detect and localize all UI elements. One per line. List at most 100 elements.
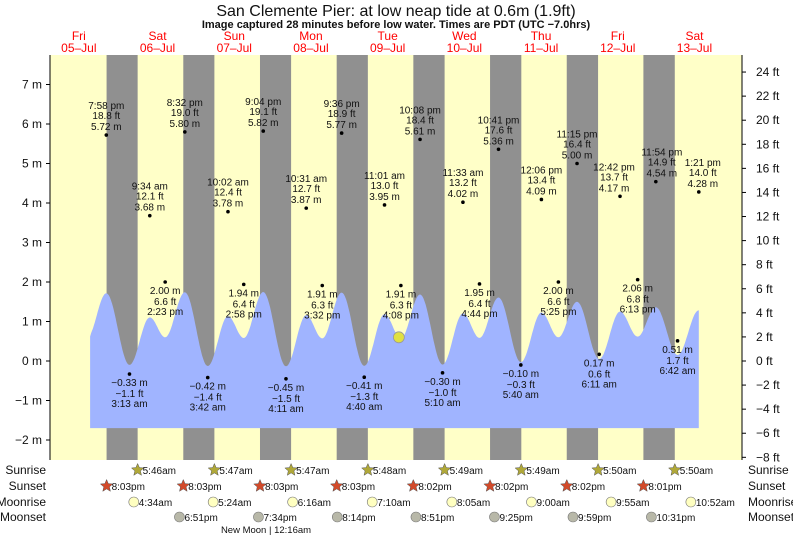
tide-ft-label: 14.9 ft (648, 158, 676, 169)
moonrise-row-label: Moonrise (0, 495, 46, 509)
moonrise-time: 5:24am (218, 498, 251, 509)
tide-m-label: −0.41 m (346, 381, 382, 392)
tide-m-label: 2.00 m (543, 286, 574, 297)
tide-time-label: 3:42 am (190, 403, 226, 414)
tide-time-label: 2:23 pm (147, 307, 183, 318)
tide-ft-label: 6.4 ft (468, 299, 490, 310)
moonrise-time: 7:10am (377, 498, 410, 509)
left-tick-label: 6 m (22, 117, 42, 131)
right-tick-label: −4 ft (756, 402, 780, 416)
high-tide-point (418, 137, 422, 142)
moonrise-icon (207, 496, 219, 508)
tide-time-label: 6:11 am (581, 379, 616, 390)
tide-time-label: 4:08 pm (383, 311, 419, 322)
sunset-icon (99, 478, 114, 492)
high-tide-point (382, 203, 387, 207)
tide-m-label: 3.78 m (213, 199, 244, 210)
moonset-row-label-right: Moonset (748, 510, 793, 524)
sunset-icon (253, 478, 267, 492)
tide-time-label: 10:41 pm (478, 115, 520, 126)
tide-ft-label: 0.6 ft (588, 369, 610, 380)
sunrise-icon (514, 462, 529, 476)
date-label: 11–Jul (524, 41, 558, 55)
tide-m-label: −0.10 m (503, 369, 539, 380)
sunrise-row-label-right: Sunrise (748, 463, 789, 477)
tide-ft-label: 13.4 ft (527, 175, 555, 186)
tide-time-label: 10:02 am (207, 178, 249, 189)
moonset-icon (489, 511, 500, 523)
left-tick-label: 1 m (22, 315, 42, 329)
chart-title: San Clemente Pier: at low neap tide at 0… (216, 3, 575, 20)
right-tick-label: 0 ft (756, 354, 773, 368)
left-tick-label: 5 m (22, 157, 42, 171)
tide-time-label: 4:11 am (268, 404, 303, 415)
tide-ft-label: 19.1 ft (249, 107, 277, 118)
right-tick-label: 8 ft (756, 258, 773, 272)
tide-ft-label: −0.3 ft (507, 380, 535, 391)
tide-ft-label: 13.7 ft (600, 172, 628, 183)
day-of-week-label: Wed (452, 29, 476, 43)
moonrise-icon (526, 496, 537, 508)
tide-m-label: −0.42 m (190, 382, 226, 393)
moonset-time: 7:34pm (263, 513, 296, 524)
tide-m-label: 3.95 m (369, 192, 400, 203)
tide-m-label: 1.91 m (307, 290, 338, 301)
right-tick-label: 6 ft (756, 282, 773, 296)
tide-ft-label: 18.8 ft (92, 111, 120, 122)
right-tick-label: 14 ft (756, 185, 780, 199)
high-tide-point (461, 200, 465, 205)
sunset-row-label-right: Sunset (748, 479, 786, 493)
moonset-icon (410, 511, 422, 523)
high-tide-point (261, 129, 266, 133)
sunrise-time: 5:50am (680, 466, 713, 477)
sunset-icon (636, 478, 651, 492)
tide-time-label: 3:32 pm (304, 311, 340, 322)
tide-m-label: 5.36 m (483, 136, 514, 147)
tide-time-label: 4:44 pm (461, 309, 497, 320)
sunrise-time: 5:50am (603, 466, 636, 477)
day-of-week-label: Fri (611, 29, 625, 43)
sunrise-icon (284, 462, 298, 476)
tide-m-label: −0.45 m (268, 383, 304, 394)
moonset-icon (331, 511, 343, 523)
tide-m-label: 5.72 m (91, 122, 122, 133)
sunset-time: 8:01pm (648, 482, 681, 493)
moonrise-time: 10:52am (696, 498, 735, 509)
sunset-time: 8:02pm (572, 482, 605, 493)
sunset-icon (406, 478, 421, 492)
tide-time-label: 9:36 pm (324, 99, 360, 110)
right-tick-label: 4 ft (756, 306, 773, 320)
tide-time-label: 5:25 pm (540, 307, 576, 318)
tide-time-label: 1:21 pm (685, 158, 721, 169)
moonset-time: 8:51pm (421, 513, 454, 524)
date-label: 05–Jul (61, 41, 96, 55)
high-tide-point (575, 161, 579, 166)
tide-ft-label: 6.3 ft (390, 301, 412, 312)
tide-m-label: 2.00 m (150, 286, 181, 297)
tide-ft-label: 12.4 ft (214, 188, 242, 199)
tide-ft-label: 6.8 ft (627, 295, 649, 306)
sunset-icon (329, 478, 344, 492)
low-tide-point (284, 376, 288, 381)
left-tick-label: 3 m (22, 236, 42, 250)
moonset-row-label: Moonset (0, 510, 47, 524)
moonset-time: 10:31pm (656, 513, 695, 524)
tide-ft-label: 6.6 ft (547, 297, 569, 308)
tide-ft-label: 18.9 ft (328, 109, 356, 120)
right-tick-label: 20 ft (756, 113, 780, 127)
sunset-row-label: Sunset (9, 479, 47, 493)
tide-m-label: 4.17 m (599, 183, 630, 194)
moon-phase-label: New Moon | 12:16am (221, 525, 311, 536)
day-of-week-label: Sat (685, 29, 704, 43)
moonset-icon (253, 511, 264, 523)
moonrise-row-label-right: Moonrise (748, 495, 793, 509)
low-tide-point (635, 277, 640, 282)
tide-ft-label: 14.0 ft (689, 168, 717, 179)
sunrise-row-label: Sunrise (5, 463, 46, 477)
moonrise-icon (446, 496, 458, 508)
left-tick-label: 7 m (22, 78, 42, 92)
tide-m-label: 1.94 m (228, 288, 259, 299)
low-tide-point (320, 283, 325, 288)
